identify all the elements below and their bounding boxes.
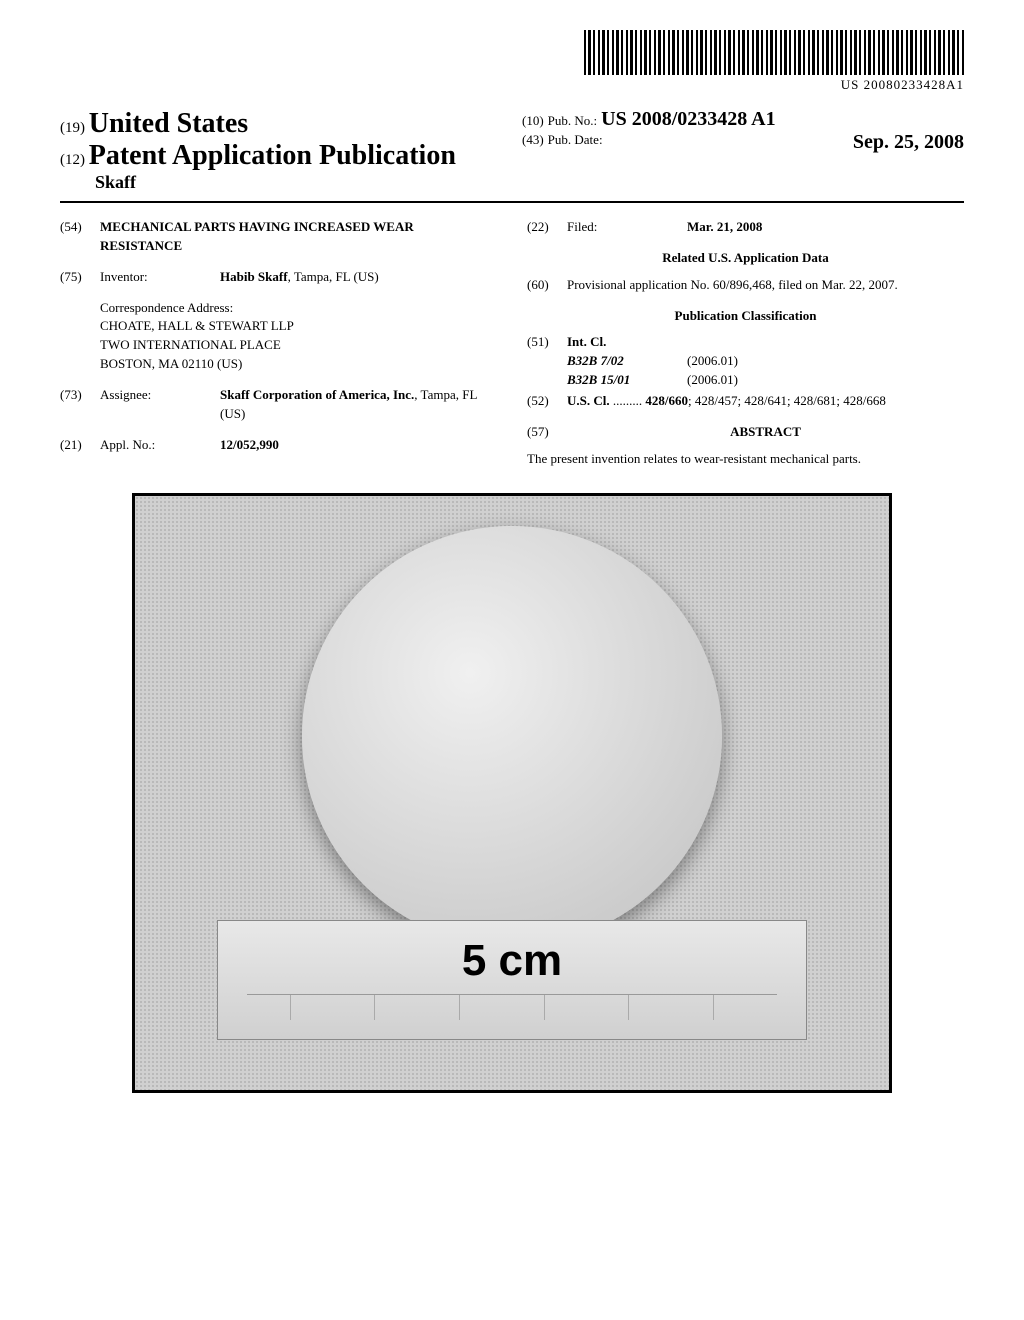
header-left: (19) United States (12) Patent Applicati…: [60, 108, 502, 193]
uscl-dots: .........: [610, 393, 643, 408]
intcl-field: (51) Int. Cl. B32B 7/02 (2006.01) B32B 1…: [527, 333, 964, 390]
pub-title-line: (12) Patent Application Publication: [60, 140, 502, 172]
filed-field: (22) Filed: Mar. 21, 2008: [527, 218, 964, 237]
pub-date: Sep. 25, 2008: [853, 131, 964, 154]
header-right: (10) Pub. No.: US 2008/0233428 A1 (43) P…: [502, 108, 964, 154]
uscl-num: (52): [527, 392, 567, 411]
prov-num: (60): [527, 276, 567, 295]
appl-no-field: (21) Appl. No.: 12/052,990: [60, 436, 497, 455]
uscl-value: U.S. Cl. ......... 428/660; 428/457; 428…: [567, 392, 964, 411]
uscl-field: (52) U.S. Cl. ......... 428/660; 428/457…: [527, 392, 964, 411]
correspondence-address: Correspondence Address: CHOATE, HALL & S…: [100, 299, 497, 374]
tick-icon: [374, 995, 375, 1020]
filed-label: Filed:: [567, 218, 687, 237]
biblio-columns: (54) MECHANICAL PARTS HAVING INCREASED W…: [60, 218, 964, 468]
pub-no-label: Pub. No.:: [548, 113, 597, 128]
barcode-number: US 20080233428A1: [841, 77, 964, 93]
inventor-num: (75): [60, 268, 100, 287]
country-name: United States: [89, 108, 248, 139]
corr-line3: BOSTON, MA 02110 (US): [100, 355, 497, 374]
author-name: Skaff: [60, 172, 502, 193]
appl-no: 12/052,990: [220, 436, 497, 455]
barcode-section: US 20080233428A1: [60, 30, 964, 93]
pub-no: US 2008/0233428 A1: [601, 108, 775, 130]
abstract-num: (57): [527, 423, 567, 442]
inventor-field: (75) Inventor: Habib Skaff, Tampa, FL (U…: [60, 268, 497, 287]
intcl-row-1: B32B 7/02 (2006.01): [567, 352, 964, 371]
abstract-text: The present invention relates to wear-re…: [527, 450, 964, 469]
intcl-num: (51): [527, 333, 567, 390]
header-row: (19) United States (12) Patent Applicati…: [60, 108, 964, 193]
filed-date: Mar. 21, 2008: [687, 218, 964, 237]
intcl-1-code: B32B 7/02: [567, 352, 667, 371]
intcl-2-code: B32B 15/01: [567, 371, 667, 390]
abstract-label: ABSTRACT: [567, 423, 964, 442]
title-field: (54) MECHANICAL PARTS HAVING INCREASED W…: [60, 218, 497, 256]
corr-line1: CHOATE, HALL & STEWART LLP: [100, 317, 497, 336]
pub-date-label: Pub. Date:: [548, 132, 603, 147]
filed-num: (22): [527, 218, 567, 237]
prov-text: Provisional application No. 60/896,468, …: [567, 276, 964, 295]
right-column: (22) Filed: Mar. 21, 2008 Related U.S. A…: [527, 218, 964, 468]
assignee-value: Skaff Corporation of America, Inc., Tamp…: [220, 386, 497, 424]
tick-icon: [290, 995, 291, 1020]
pub-date-row: (43) Pub. Date: Sep. 25, 2008: [522, 131, 964, 154]
intcl-2-year: (2006.01): [687, 371, 738, 390]
scale-ticks: [247, 994, 776, 1034]
intcl-value: Int. Cl. B32B 7/02 (2006.01) B32B 15/01 …: [567, 333, 964, 390]
pub-no-row: (10) Pub. No.: US 2008/0233428 A1: [522, 108, 964, 131]
assignee-label: Assignee:: [100, 386, 220, 424]
disc-specimen: [302, 526, 722, 946]
country-line: (19) United States: [60, 108, 502, 140]
intcl-1-year: (2006.01): [687, 352, 738, 371]
classification-header: Publication Classification: [527, 307, 964, 326]
pub-no-prefix: (10): [522, 113, 544, 128]
scale-label: 5 cm: [462, 936, 562, 986]
inventor-name: Habib Skaff: [220, 269, 288, 284]
inventor-loc: , Tampa, FL (US): [288, 269, 379, 284]
corr-label: Correspondence Address:: [100, 299, 497, 318]
provisional-field: (60) Provisional application No. 60/896,…: [527, 276, 964, 295]
appl-num: (21): [60, 436, 100, 455]
corr-line2: TWO INTERNATIONAL PLACE: [100, 336, 497, 355]
tick-icon: [459, 995, 460, 1020]
title-num: (54): [60, 218, 100, 256]
uscl-rest: ; 428/457; 428/641; 428/681; 428/668: [688, 393, 886, 408]
inventor-value: Habib Skaff, Tampa, FL (US): [220, 268, 497, 287]
tick-icon: [544, 995, 545, 1020]
related-data-header: Related U.S. Application Data: [527, 249, 964, 268]
barcode-icon: [584, 30, 964, 75]
pub-date-prefix: (43): [522, 132, 544, 147]
uscl-main: 428/660: [645, 393, 688, 408]
tick-icon: [628, 995, 629, 1020]
left-column: (54) MECHANICAL PARTS HAVING INCREASED W…: [60, 218, 497, 468]
assignee-name: Skaff Corporation of America, Inc.: [220, 387, 414, 402]
invention-title: MECHANICAL PARTS HAVING INCREASED WEAR R…: [100, 218, 497, 256]
intcl-label: Int. Cl.: [567, 333, 964, 352]
inventor-label: Inventor:: [100, 268, 220, 287]
assignee-num: (73): [60, 386, 100, 424]
tick-icon: [713, 995, 714, 1020]
country-prefix: (19): [60, 120, 85, 136]
scale-bar: 5 cm: [217, 920, 807, 1040]
uscl-label: U.S. Cl.: [567, 393, 610, 408]
assignee-field: (73) Assignee: Skaff Corporation of Amer…: [60, 386, 497, 424]
pub-prefix: (12): [60, 152, 85, 168]
appl-label: Appl. No.:: [100, 436, 220, 455]
intcl-row-2: B32B 15/01 (2006.01): [567, 371, 964, 390]
abstract-header-row: (57) ABSTRACT: [527, 423, 964, 442]
pub-title: Patent Application Publication: [89, 140, 456, 171]
header-divider: [60, 201, 964, 203]
figure-box: 5 cm: [132, 493, 892, 1093]
